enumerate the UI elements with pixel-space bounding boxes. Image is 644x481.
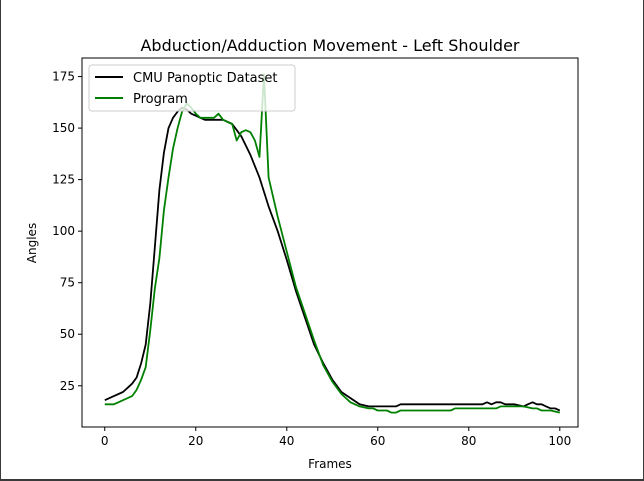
x-tick-label: 40 <box>279 434 294 448</box>
x-tick-label: 60 <box>370 434 385 448</box>
x-tick-label: 20 <box>188 434 203 448</box>
y-tick-label: 25 <box>60 379 75 393</box>
x-tick-label: 100 <box>548 434 571 448</box>
y-tick-label: 75 <box>60 276 75 290</box>
chart-title: Abduction/Adduction Movement - Left Shou… <box>140 36 519 55</box>
legend-box <box>88 64 296 112</box>
legend-label-program: Program <box>133 92 188 107</box>
y-tick-label: 150 <box>52 121 75 135</box>
y-tick-label: 100 <box>52 224 75 238</box>
x-tick-label: 0 <box>101 434 109 448</box>
x-axis-ticks: 0 20 40 60 80 100 <box>101 427 571 448</box>
series-line-0 <box>104 106 561 412</box>
legend-label-cmu: CMU Panoptic Dataset <box>133 71 278 86</box>
plot-area-frame <box>81 57 579 428</box>
series-layer <box>104 73 561 414</box>
y-tick-label: 175 <box>52 70 75 84</box>
y-axis-label: Angles <box>25 223 39 263</box>
series-line-1 <box>104 73 561 414</box>
x-axis-label: Frames <box>308 457 352 471</box>
legend: CMU Panoptic Dataset Program <box>88 64 296 112</box>
y-axis-ticks: 25 50 75 100 125 150 175 <box>52 70 82 393</box>
y-tick-label: 50 <box>60 327 75 341</box>
y-tick-label: 125 <box>52 173 75 187</box>
x-tick-label: 80 <box>461 434 476 448</box>
